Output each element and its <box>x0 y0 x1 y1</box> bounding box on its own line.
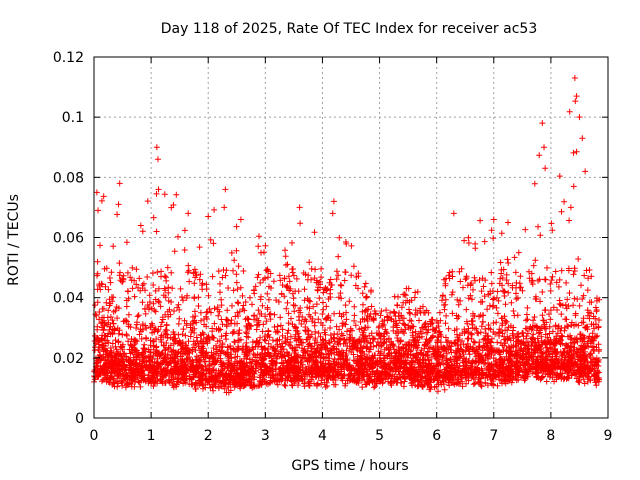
data-point-peak <box>490 216 497 223</box>
data-point-peak <box>330 198 337 205</box>
data-point-peak <box>573 93 580 100</box>
data-point-peak <box>93 189 100 196</box>
data-point-peak <box>570 183 577 190</box>
x-axis-label: GPS time / hours <box>291 458 408 474</box>
y-tick-label: 0.08 <box>53 170 84 186</box>
data-point-peak <box>296 204 303 211</box>
data-point-peak <box>576 114 583 121</box>
data-point-peak <box>571 75 578 82</box>
x-tick-label: 6 <box>432 428 441 444</box>
grid <box>94 57 608 418</box>
y-axis-label: ROTI / TECUs <box>6 194 22 286</box>
x-tick-label: 1 <box>147 428 156 444</box>
y-tick-label: 0.04 <box>53 291 84 307</box>
data-point-peak <box>205 213 212 220</box>
y-tick-label: 0.02 <box>53 351 84 367</box>
data-point-peak <box>153 144 160 151</box>
data-point-peak <box>567 204 574 211</box>
data-point-peak <box>579 135 586 142</box>
data-point-peak <box>222 186 229 193</box>
data-point-peak <box>94 207 101 214</box>
x-tick-label: 5 <box>375 428 384 444</box>
x-tick-label: 2 <box>204 428 213 444</box>
x-tick-label: 8 <box>546 428 555 444</box>
data-point-peak <box>505 219 512 226</box>
data-point-peak <box>541 144 548 151</box>
data-point-peak <box>329 210 336 217</box>
data-point-peak <box>155 186 162 193</box>
data-point-peak <box>185 210 192 217</box>
y-tick-label: 0.06 <box>53 231 84 247</box>
x-tick-label: 7 <box>489 428 498 444</box>
data-point-peak <box>450 210 457 217</box>
data-point-peak <box>116 180 123 187</box>
y-tick-label: 0 <box>75 411 84 427</box>
axis-ticks: 0 1 2 3 4 5 6 7 8 9 0 0.02 0.04 0.06 0.08 0.1 0.12 <box>53 50 613 444</box>
data-point-peak <box>154 156 161 163</box>
x-tick-label: 4 <box>318 428 327 444</box>
data-point-peak <box>115 201 122 208</box>
x-tick-label: 3 <box>261 428 270 444</box>
y-tick-label: 0.12 <box>53 50 84 66</box>
x-tick-label: 9 <box>604 428 613 444</box>
y-tick-label: 0.1 <box>62 110 84 126</box>
data-point-peak <box>137 222 144 229</box>
data-point-peak <box>221 204 228 211</box>
x-tick-label: 0 <box>90 428 99 444</box>
data-point-peak <box>542 165 549 172</box>
data-point-peak <box>539 120 546 127</box>
data-point-peak <box>582 168 589 175</box>
data-point-cloud <box>91 98 603 396</box>
chart-title: Day 118 of 2025, Rate Of TEC Index for r… <box>161 21 537 37</box>
data-points <box>91 75 603 396</box>
